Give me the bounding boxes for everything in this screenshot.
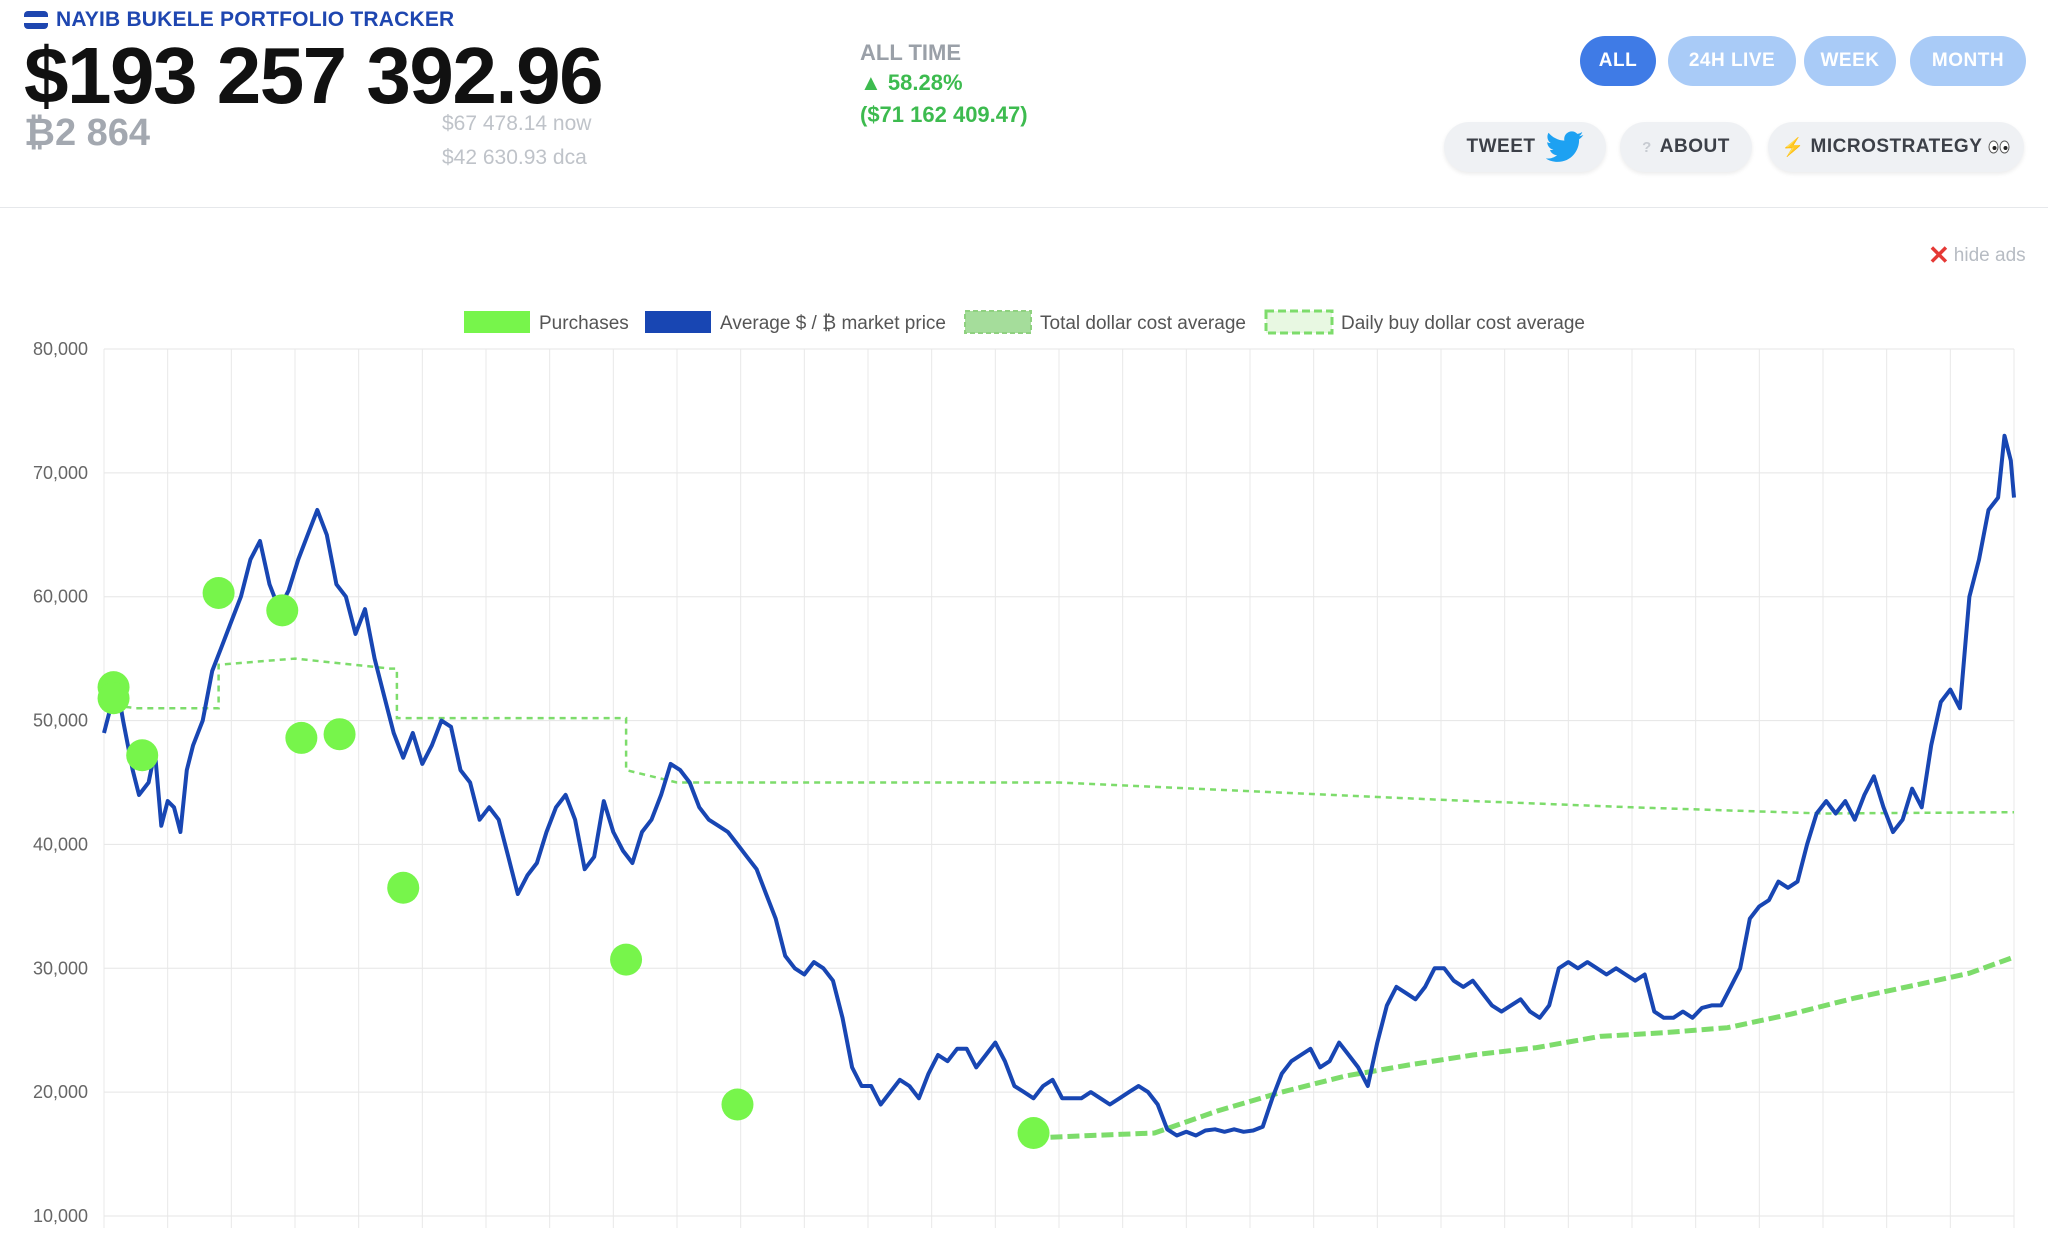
- all-time-label: ALL TIME: [860, 40, 962, 65]
- y-tick-label: 30,000: [33, 958, 88, 978]
- purchase-point: [126, 739, 159, 772]
- eyes-icon: [1988, 140, 2010, 154]
- brand-title: NAYIB BUKELE PORTFOLIO TRACKER: [56, 8, 455, 31]
- question-icon: ?: [1642, 138, 1652, 156]
- purchase-point: [610, 943, 643, 976]
- microstrategy-label: MICROSTRATEGY: [1810, 136, 1983, 157]
- twitter-bird-icon: [1545, 131, 1584, 163]
- purchase-point: [266, 594, 299, 627]
- about-label: ABOUT: [1659, 136, 1730, 157]
- chart-legend: Purchases Average $ / ₿ market price Total…: [464, 309, 1585, 335]
- chart-series: [97, 433, 2016, 1150]
- daily-dca-line: [1033, 954, 2015, 1141]
- legend-label: Daily buy dollar cost average: [1341, 313, 1585, 334]
- legend-label: Total dollar cost average: [1040, 313, 1246, 334]
- legend-swatch: [645, 311, 711, 333]
- portfolio-chart: Purchases Average $ / ₿ market price Total…: [33, 309, 2016, 1228]
- hide-ads-label: hide ads: [1953, 244, 2026, 266]
- y-tick-label: 40,000: [33, 834, 88, 854]
- tab-24h-live[interactable]: 24H LIVE: [1668, 36, 1796, 86]
- y-tick-label: 70,000: [33, 463, 88, 483]
- total-dca-line: [103, 657, 2015, 815]
- microstrategy-button[interactable]: ⚡ MICROSTRATEGY: [1768, 122, 2024, 172]
- about-button[interactable]: ? ABOUT: [1620, 122, 1752, 172]
- close-icon: ✕: [1928, 240, 1950, 270]
- brand[interactable]: NAYIB BUKELE PORTFOLIO TRACKER: [24, 8, 454, 32]
- price-line: [102, 433, 2016, 1138]
- hide-ads-button[interactable]: ✕ hide ads: [1928, 240, 2026, 271]
- purchase-point: [285, 721, 318, 754]
- dca-price: $42 630.93 dca: [442, 146, 587, 169]
- legend-swatch: [964, 310, 1032, 334]
- y-tick-label: 20,000: [33, 1082, 88, 1102]
- header: NAYIB BUKELE PORTFOLIO TRACKER $193 257 …: [0, 0, 2048, 208]
- y-tick-label: 50,000: [33, 711, 88, 731]
- purchase-point: [323, 718, 356, 751]
- legend-swatch: [1264, 309, 1334, 335]
- y-axis: 80,000 70,000 60,000 50,000 40,000 30,000 20,0…: [33, 339, 88, 1226]
- tweet-button[interactable]: TWEET: [1444, 122, 1606, 172]
- y-tick-label: 10,000: [33, 1206, 88, 1226]
- legend-swatch: [464, 311, 530, 333]
- all-time-absolute: ($71 162 409.47): [860, 102, 1028, 127]
- tweet-label: TWEET: [1466, 136, 1536, 157]
- lightning-icon: ⚡: [1781, 136, 1805, 157]
- el-salvador-flag-icon: [24, 11, 48, 29]
- portfolio-total-value: $193 257 392.96: [24, 31, 604, 120]
- btc-holdings: ₿2 864: [24, 112, 151, 154]
- y-tick-label: 80,000: [33, 339, 88, 359]
- tab-all[interactable]: ALL: [1580, 36, 1656, 86]
- y-tick-label: 60,000: [33, 587, 88, 607]
- purchase-point: [1017, 1117, 1050, 1150]
- current-price: $67 478.14 now: [442, 112, 592, 135]
- tab-week[interactable]: WEEK: [1804, 36, 1896, 86]
- tab-month[interactable]: MONTH: [1910, 36, 2026, 86]
- purchase-point: [202, 576, 235, 609]
- all-time-percent: ▲ 58.28%: [860, 70, 963, 95]
- purchase-point: [97, 682, 130, 715]
- purchase-point: [387, 871, 420, 904]
- purchase-point: [721, 1088, 754, 1121]
- legend-label: Average $ / ₿ market price: [720, 313, 946, 334]
- legend-label: Purchases: [539, 313, 629, 334]
